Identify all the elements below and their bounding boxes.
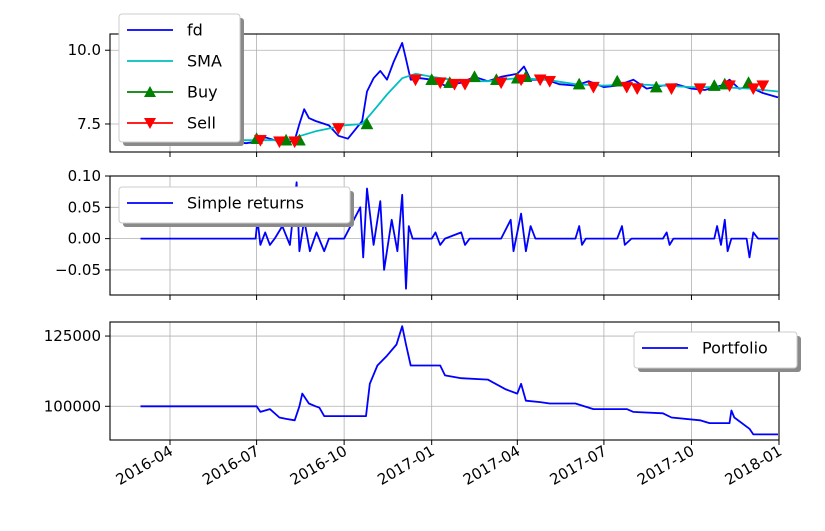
x-tick-label: 2017-01 bbox=[374, 442, 437, 489]
sell-marker bbox=[746, 83, 760, 96]
x-tick-label: 2017-04 bbox=[460, 442, 523, 489]
sell-marker bbox=[409, 74, 422, 87]
x-tick-label: 2016-04 bbox=[113, 442, 176, 489]
legend-label: SMA bbox=[187, 52, 222, 71]
sell-marker bbox=[433, 77, 447, 90]
sell-marker bbox=[288, 136, 302, 149]
buy-marker bbox=[360, 117, 374, 130]
legend-box bbox=[118, 186, 351, 224]
buy-marker bbox=[707, 79, 721, 91]
sell-marker bbox=[494, 77, 508, 90]
y-tick-label: 0.10 bbox=[68, 167, 101, 185]
y-tick-label: 7.5 bbox=[77, 115, 101, 133]
y-tick-label: 0.00 bbox=[68, 230, 101, 248]
buy-marker bbox=[425, 73, 439, 85]
y-tick-label: 100000 bbox=[44, 397, 101, 415]
x-tick-label: 2018-01 bbox=[722, 442, 785, 489]
buy-marker bbox=[468, 70, 481, 83]
sell-marker bbox=[587, 81, 600, 94]
y-tick-label: 125000 bbox=[44, 327, 101, 345]
y-tick-label: 10.0 bbox=[68, 41, 101, 59]
x-tick-label: 2017-10 bbox=[634, 442, 697, 489]
y-tick-label: −0.05 bbox=[55, 261, 101, 279]
y-tick-label: 0.05 bbox=[68, 198, 101, 216]
legend-label: fd bbox=[187, 21, 203, 40]
plot-area bbox=[140, 325, 778, 436]
x-tick-label: 2016-10 bbox=[287, 442, 350, 489]
panel-1: 7.5 10.0 bbox=[68, 33, 780, 157]
sell-marker bbox=[693, 83, 707, 96]
sell-marker bbox=[253, 134, 267, 147]
sell-marker bbox=[448, 78, 461, 91]
buy-marker bbox=[649, 80, 663, 93]
sell-marker bbox=[620, 81, 634, 94]
buy-marker bbox=[572, 77, 586, 90]
series-line-portfolio bbox=[140, 325, 778, 436]
legend-marker bbox=[144, 118, 156, 129]
sell-marker bbox=[332, 123, 345, 135]
legend-label: Simple returns bbox=[187, 194, 304, 213]
sell-marker bbox=[756, 80, 770, 93]
legend: fd SMA Buy Sell bbox=[118, 13, 244, 146]
sell-marker bbox=[458, 78, 472, 91]
legend-marker bbox=[144, 86, 156, 97]
legend-label: Portfolio bbox=[702, 339, 768, 358]
legend-label: Buy bbox=[187, 83, 218, 102]
legend-label: Sell bbox=[187, 114, 216, 133]
legend-box bbox=[118, 13, 241, 143]
buy-marker bbox=[610, 74, 624, 87]
legend: Simple returns bbox=[118, 186, 354, 227]
axes-frame bbox=[109, 175, 780, 296]
sell-marker bbox=[543, 75, 557, 88]
sell-marker bbox=[723, 80, 736, 93]
legend-box bbox=[633, 331, 798, 369]
axes-frame bbox=[109, 33, 780, 153]
x-tick-label: 2016-07 bbox=[199, 442, 262, 489]
sell-marker bbox=[665, 83, 678, 96]
sell-marker bbox=[533, 74, 547, 87]
legend: Portfolio bbox=[633, 331, 801, 372]
sell-marker bbox=[514, 74, 528, 87]
x-tick-label: 2017-07 bbox=[547, 442, 610, 489]
sell-marker bbox=[630, 83, 644, 96]
sell-marker bbox=[273, 136, 286, 149]
axes-frame bbox=[109, 321, 780, 441]
plot-area bbox=[140, 42, 779, 149]
